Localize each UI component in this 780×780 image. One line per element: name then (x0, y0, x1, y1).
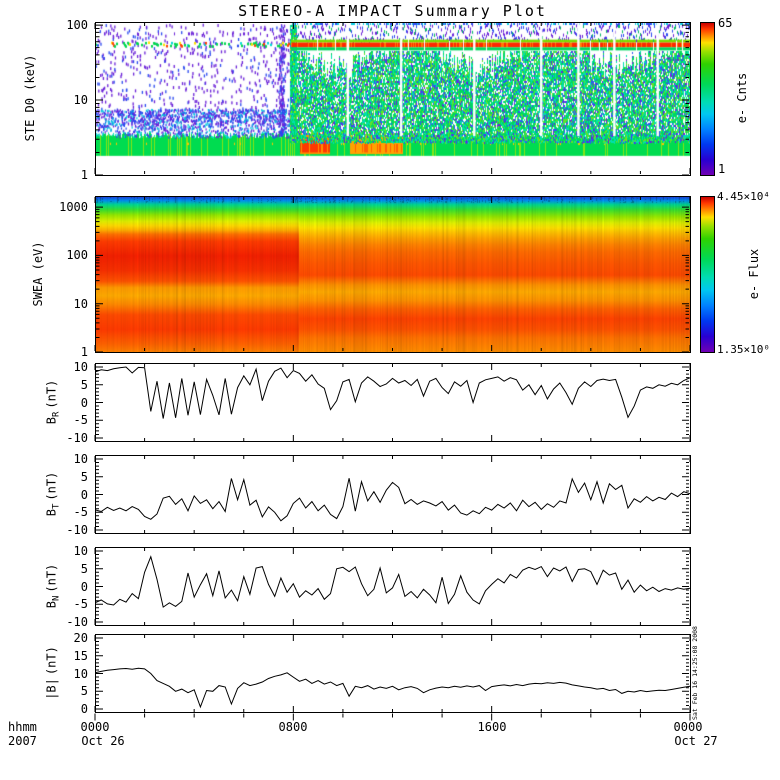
y-tick-label: 5 (80, 684, 88, 699)
bn-line-plot (95, 555, 690, 608)
y-tick-label: -10 (66, 431, 88, 445)
xtick-time-1: 0800 (278, 720, 308, 734)
y-tick-label: 1 (80, 168, 88, 182)
y-tick-label: 5 (80, 377, 88, 392)
y-tick-label: -10 (66, 523, 88, 537)
creation-timestamp: Sat Feb 16 14:25:08 2008 (691, 626, 699, 720)
colorbar-swea-max-label: 4.45×10⁴ (717, 190, 770, 203)
y-tick-label: 1 (80, 345, 88, 359)
y-tick-label: 5 (80, 469, 88, 484)
y-tick-label: 0 (80, 579, 88, 594)
y-tick-label: -5 (73, 505, 88, 520)
xtick-time-0: 0000 (80, 720, 110, 734)
colorbar-ste (701, 23, 714, 175)
colorbar-swea-min-label: 1.35×10⁰ (717, 343, 770, 356)
colorbar-ste-max-label: 65 (718, 16, 733, 30)
y-tick-label: 10 (73, 452, 88, 466)
y-tick-label: 10 (73, 666, 88, 681)
y-tick-label: 0 (80, 395, 88, 410)
y-tick-label: 1000 (59, 200, 88, 215)
y-tick-label: -5 (73, 413, 88, 428)
bt-line-plot (95, 477, 690, 522)
y-tick-label: 0 (80, 702, 88, 716)
y-tick-label: 20 (73, 631, 88, 645)
xtick-time-2: 1600 (477, 720, 507, 734)
xtick-date-0: Oct 26 (81, 734, 125, 748)
colorbar-swea (701, 197, 714, 352)
y-tick-label: 10 (73, 93, 88, 108)
y-tick-label: 100 (66, 18, 88, 33)
y-tick-label: -5 (73, 597, 88, 612)
ylabel-ste: STE D0 (keV) (23, 54, 37, 142)
colorbar-swea-title: e- Flux (747, 248, 761, 300)
y-tick-label: 0 (80, 487, 88, 502)
x-axis-year-label: 2007 (8, 734, 37, 748)
colorbar-ste-title: e- Cnts (735, 72, 749, 124)
y-tick-label: 10 (73, 544, 88, 558)
swea-spectrogram (95, 196, 690, 352)
xtick-time-3: 0000 (673, 720, 703, 734)
y-tick-label: -10 (66, 615, 88, 629)
colorbar-ste-min-label: 1 (718, 162, 726, 176)
x-axis-format-label: hhmm (8, 720, 37, 734)
bmag-line-plot (95, 667, 690, 709)
y-tick-label: 10 (73, 360, 88, 374)
y-tick-label: 100 (66, 248, 88, 263)
xtick-date-3: Oct 27 (674, 734, 718, 748)
ste-spectrogram (95, 22, 690, 175)
y-tick-label: 10 (73, 296, 88, 311)
y-tick-label: 15 (73, 648, 88, 663)
plot-title: STEREO-A IMPACT Summary Plot (238, 2, 547, 20)
y-tick-label: 5 (80, 561, 88, 576)
br-line-plot (95, 366, 690, 419)
